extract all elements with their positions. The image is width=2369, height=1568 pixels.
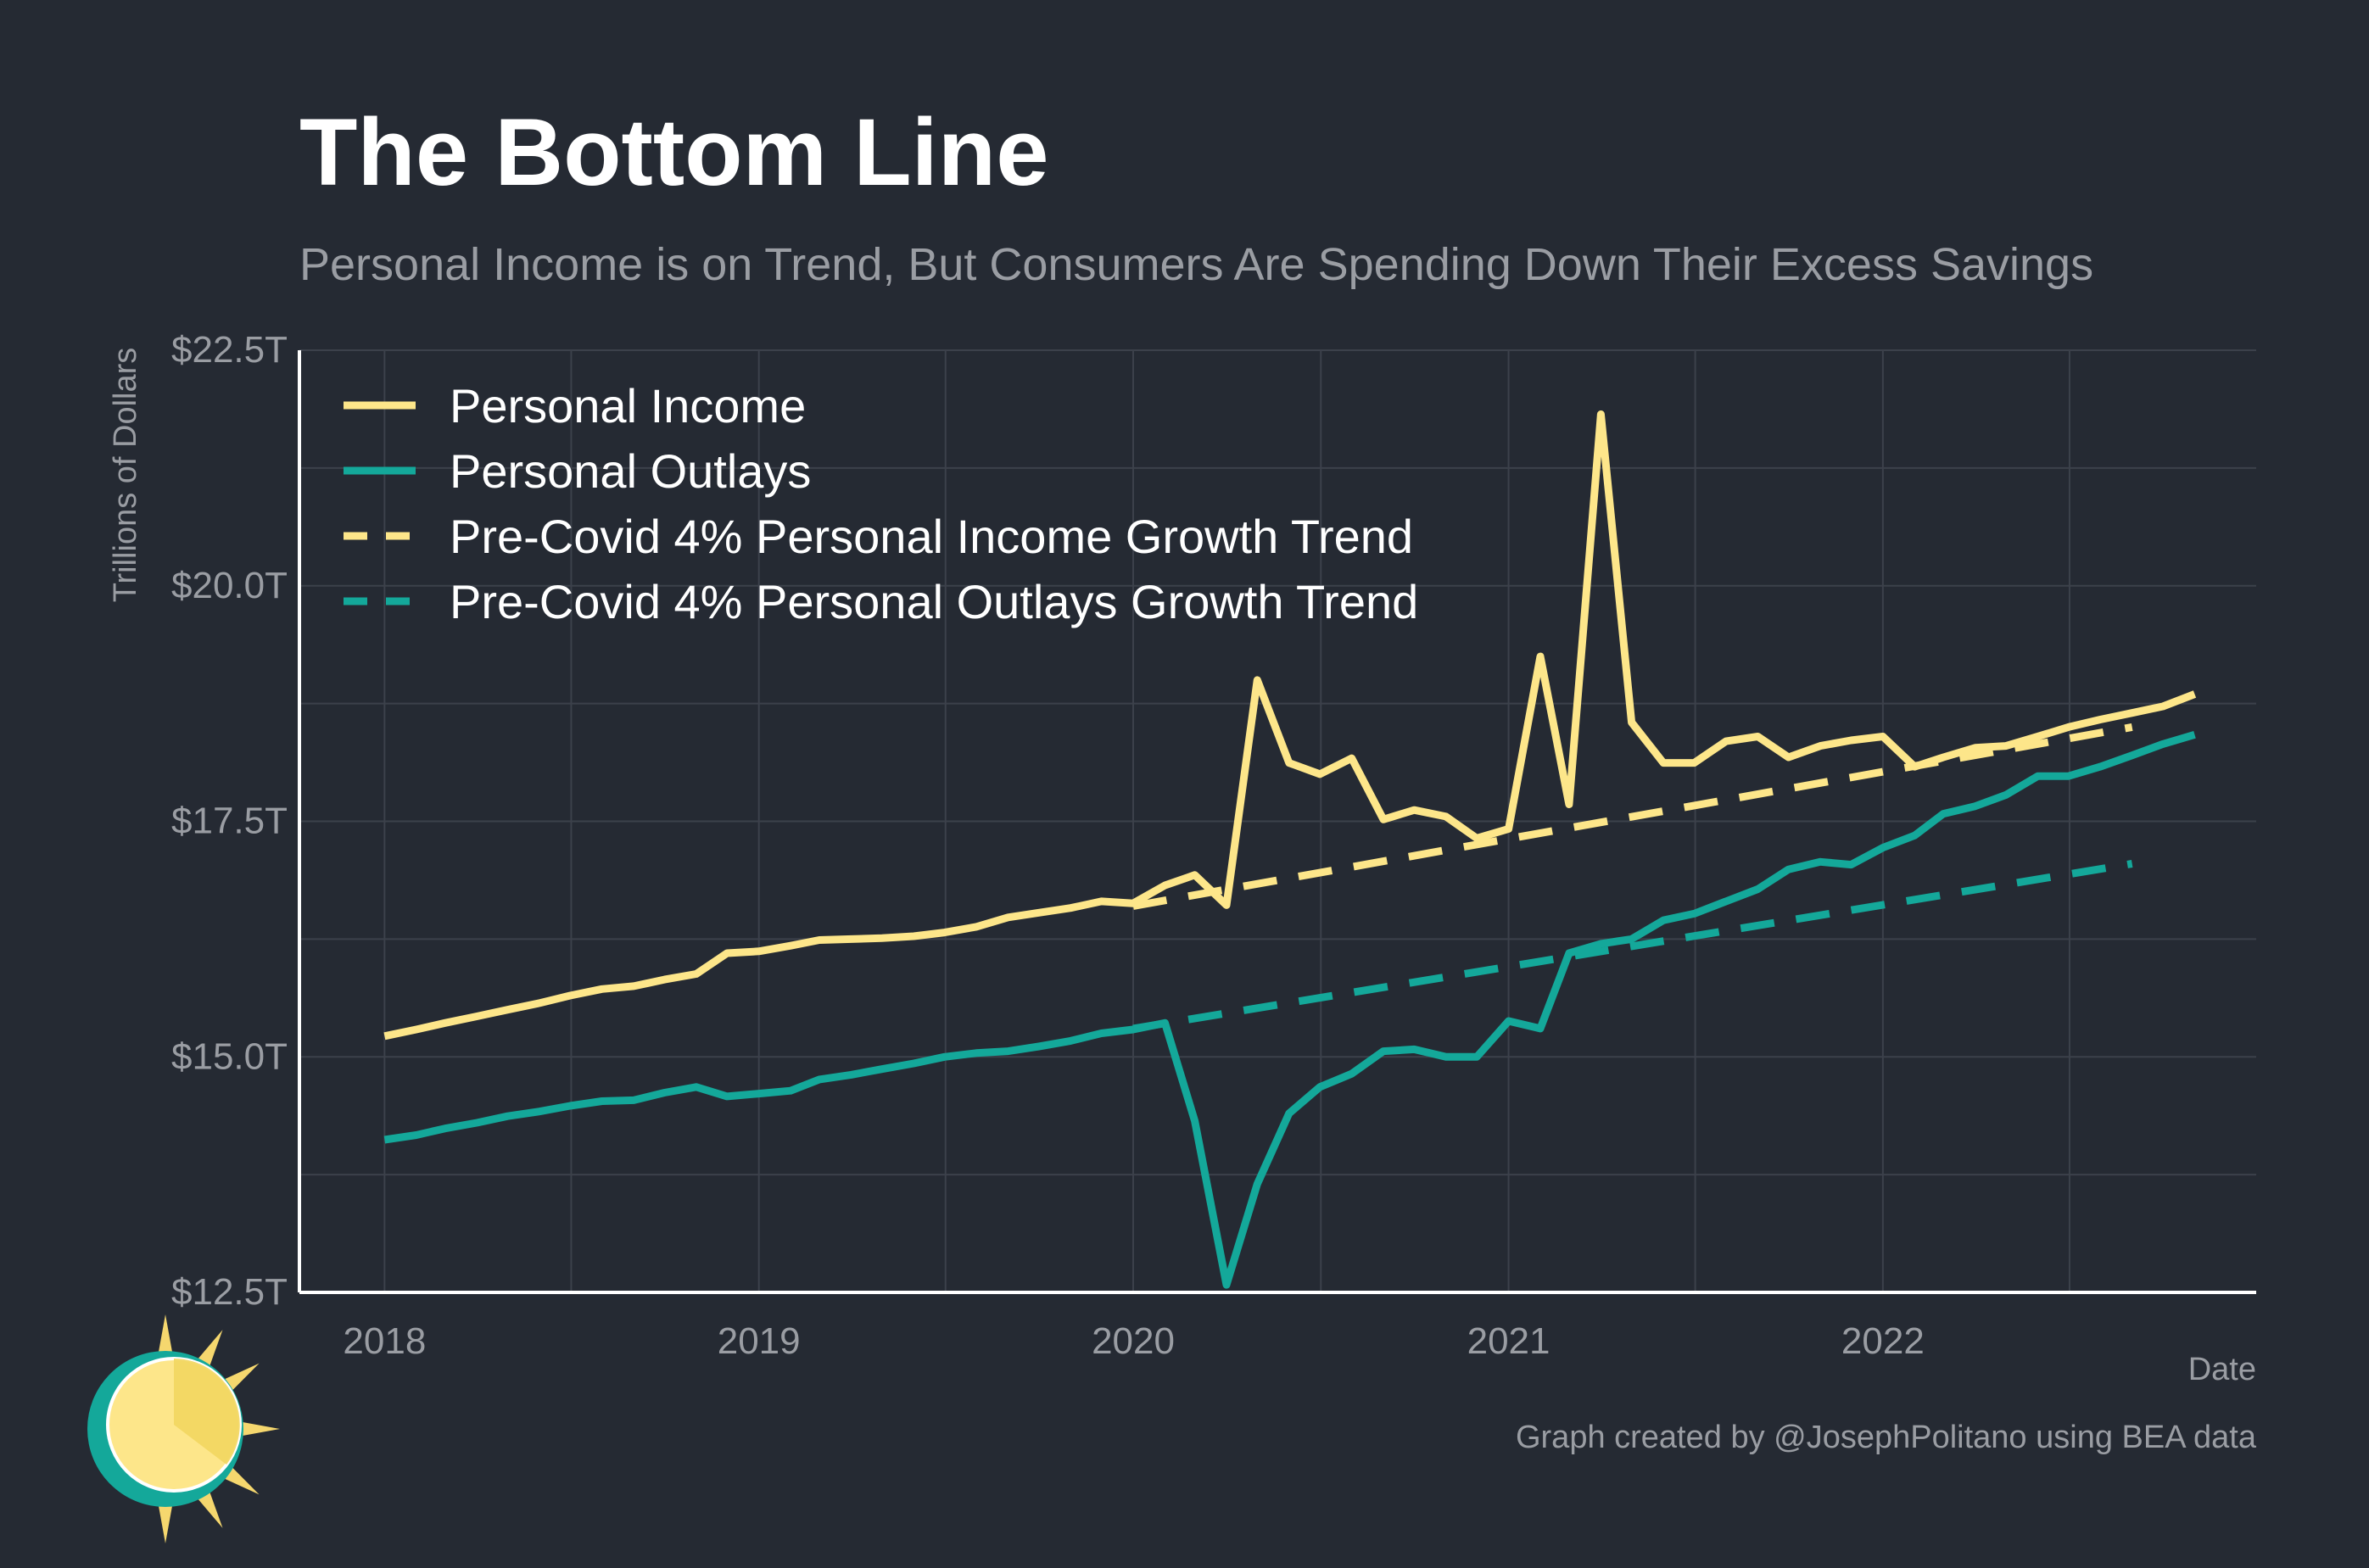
x-axis-ticks: 2018 2019 2020 2021 2022 xyxy=(343,1320,1924,1362)
x-tick-label: 2020 xyxy=(1092,1320,1175,1362)
sun-logo-icon xyxy=(87,1314,280,1543)
y-axis-ticks: $12.5T $15.0T $17.5T $20.0T $22.5T xyxy=(171,329,288,1313)
axes xyxy=(298,350,2256,1294)
legend-label: Personal Outlays xyxy=(450,444,811,498)
x-tick-label: 2018 xyxy=(343,1320,426,1362)
x-tick-label: 2021 xyxy=(1467,1320,1550,1362)
y-axis-label: Trillions of Dollars xyxy=(108,348,143,603)
y-tick-label: $17.5T xyxy=(171,801,288,842)
y-tick-label: $15.0T xyxy=(171,1035,288,1077)
legend-label: Pre-Covid 4% Personal Outlays Growth Tre… xyxy=(450,575,1418,628)
chart-subtitle: Personal Income is on Trend, But Consume… xyxy=(299,239,2093,290)
y-tick-label: $22.5T xyxy=(171,329,288,371)
chart-caption: Graph created by @JosephPolitano using B… xyxy=(1516,1420,2257,1455)
y-tick-label: $12.5T xyxy=(171,1271,288,1313)
x-tick-label: 2022 xyxy=(1841,1320,1925,1362)
legend: Personal Income Personal Outlays Pre-Covid… xyxy=(344,379,1418,628)
x-axis-label: Date xyxy=(2188,1352,2256,1387)
series-line-pre-covid-4-personal-outlays-growth-trend xyxy=(1132,860,2133,1033)
series-line-personal-income xyxy=(383,410,2197,1041)
legend-label: Personal Income xyxy=(450,379,806,432)
legend-label: Pre-Covid 4% Personal Income Growth Tren… xyxy=(450,510,1413,563)
chart-title: The Bottom Line xyxy=(299,99,1048,205)
series-lines xyxy=(383,410,2197,1289)
x-tick-label: 2019 xyxy=(718,1320,801,1362)
y-tick-label: $20.0T xyxy=(171,565,288,606)
series-line-personal-outlays xyxy=(383,730,2196,1289)
gridlines xyxy=(299,349,2256,1293)
series-line-pre-covid-4-personal-income-growth-trend xyxy=(1132,723,2133,910)
